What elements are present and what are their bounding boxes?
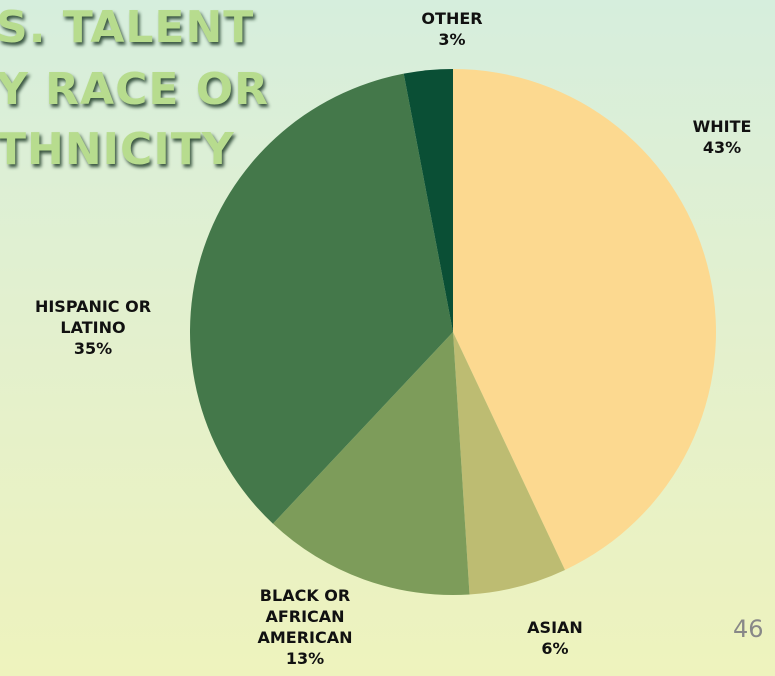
- slice-category: ASIAN: [527, 618, 583, 637]
- slice-value: 3%: [438, 30, 466, 49]
- title-line: S. TALENT: [0, 2, 255, 53]
- slice-value: 13%: [285, 649, 325, 668]
- slice-label: OTHER 3%: [392, 8, 512, 50]
- pie-slice: [272, 332, 470, 595]
- slice-label: WHITE 43%: [662, 116, 775, 158]
- pie-slice: [453, 332, 565, 595]
- slice-value: 43%: [702, 138, 742, 157]
- slice-label: BLACK OR AFRICAN AMERICAN 13%: [235, 585, 375, 669]
- slice-label: HISPANIC OR LATINO 35%: [8, 296, 178, 359]
- pie-slice: [403, 69, 453, 332]
- title-line: Y RACE OR: [0, 64, 270, 115]
- slice-label: ASIAN 6%: [495, 617, 615, 659]
- slice-category: OTHER: [421, 9, 483, 28]
- slice-category: HISPANIC OR LATINO: [34, 297, 152, 337]
- slice-category: BLACK OR AFRICAN AMERICAN: [257, 586, 353, 647]
- pie-slice: [189, 73, 453, 524]
- slice-category: WHITE: [692, 117, 752, 136]
- title-line: THNICITY: [0, 124, 235, 175]
- page-number: 46: [733, 615, 764, 643]
- slice-value: 6%: [541, 639, 569, 658]
- pie-slice: [453, 69, 717, 570]
- slice-value: 35%: [73, 339, 113, 358]
